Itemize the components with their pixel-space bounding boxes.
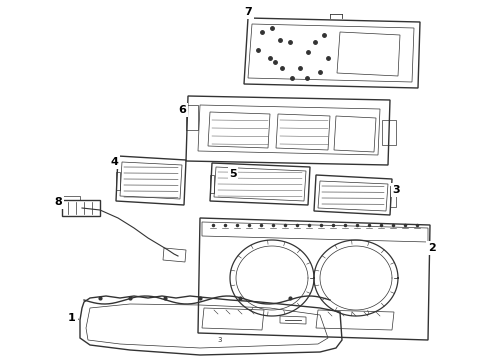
Text: 2: 2 (428, 243, 436, 253)
Text: 8: 8 (54, 197, 62, 207)
Text: 7: 7 (244, 7, 252, 17)
Text: 6: 6 (178, 105, 186, 115)
Text: 3: 3 (218, 337, 222, 343)
Text: 1: 1 (68, 313, 76, 323)
Text: 4: 4 (110, 157, 118, 167)
Text: 5: 5 (229, 169, 237, 179)
Text: 3: 3 (392, 185, 400, 195)
